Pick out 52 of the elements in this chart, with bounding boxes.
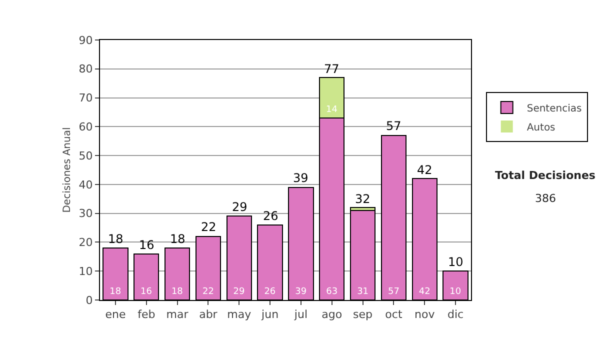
total-label: 22: [201, 220, 216, 234]
x-tick-label: nov: [414, 308, 436, 322]
total-label: 32: [355, 192, 370, 206]
total-label: 10: [448, 255, 464, 269]
y-tick-label: 20: [78, 236, 93, 250]
x-tick-label: sep: [353, 308, 373, 322]
text: Total Decisiones: [495, 169, 596, 182]
total-label: 18: [108, 232, 124, 246]
y-tick-label: 0: [86, 294, 93, 307]
total-label: 57: [386, 119, 402, 133]
y-tick-label: 90: [78, 34, 93, 47]
data-label: 42: [418, 287, 430, 297]
total-label: 29: [232, 200, 248, 214]
x-tick-label: oct: [385, 308, 403, 322]
total-label: 18: [170, 232, 186, 246]
x-tick-label: feb: [138, 308, 156, 322]
total-label: 39: [293, 171, 308, 185]
total-label: 42: [417, 163, 432, 177]
y-tick-label: 50: [78, 149, 93, 162]
data-label: 63: [326, 287, 338, 297]
x-tick-label: jun: [260, 308, 279, 322]
y-tick-label: 80: [78, 62, 93, 76]
x-tick-label: ene: [105, 308, 126, 322]
data-label: 14: [326, 105, 338, 115]
data-label: 29: [233, 287, 245, 297]
x-tick-label: mar: [166, 308, 189, 322]
x-tick-label: dic: [447, 308, 464, 322]
y-tick-label: 40: [78, 178, 93, 192]
legend-label: Sentencias: [526, 103, 582, 114]
legend-label: Autos: [526, 122, 556, 134]
data-label: 22: [202, 287, 214, 297]
y-tick-label: 30: [78, 207, 93, 220]
data-label: 26: [264, 287, 276, 297]
x-tick-label: may: [227, 308, 252, 322]
total-label: 16: [139, 238, 154, 252]
total-label: 77: [324, 62, 340, 76]
data-label: 10: [450, 287, 462, 297]
total-label: 26: [263, 209, 278, 223]
text: 386: [535, 192, 556, 205]
x-tick-label: ago: [322, 308, 342, 322]
data-label: 39: [295, 287, 307, 297]
y-tick-label: 10: [78, 264, 93, 278]
y-tick-label: 70: [78, 92, 93, 105]
y-tick-label: 60: [78, 120, 93, 134]
data-label: 18: [110, 287, 122, 297]
y-axis-title: Decisiones Anual: [62, 127, 73, 213]
data-label: 57: [388, 287, 400, 297]
x-tick-label: abr: [199, 308, 218, 322]
x-tick-label: jul: [293, 308, 308, 322]
data-label: 18: [171, 287, 184, 297]
data-label: 16: [140, 287, 152, 297]
data-label: 31: [357, 287, 369, 297]
